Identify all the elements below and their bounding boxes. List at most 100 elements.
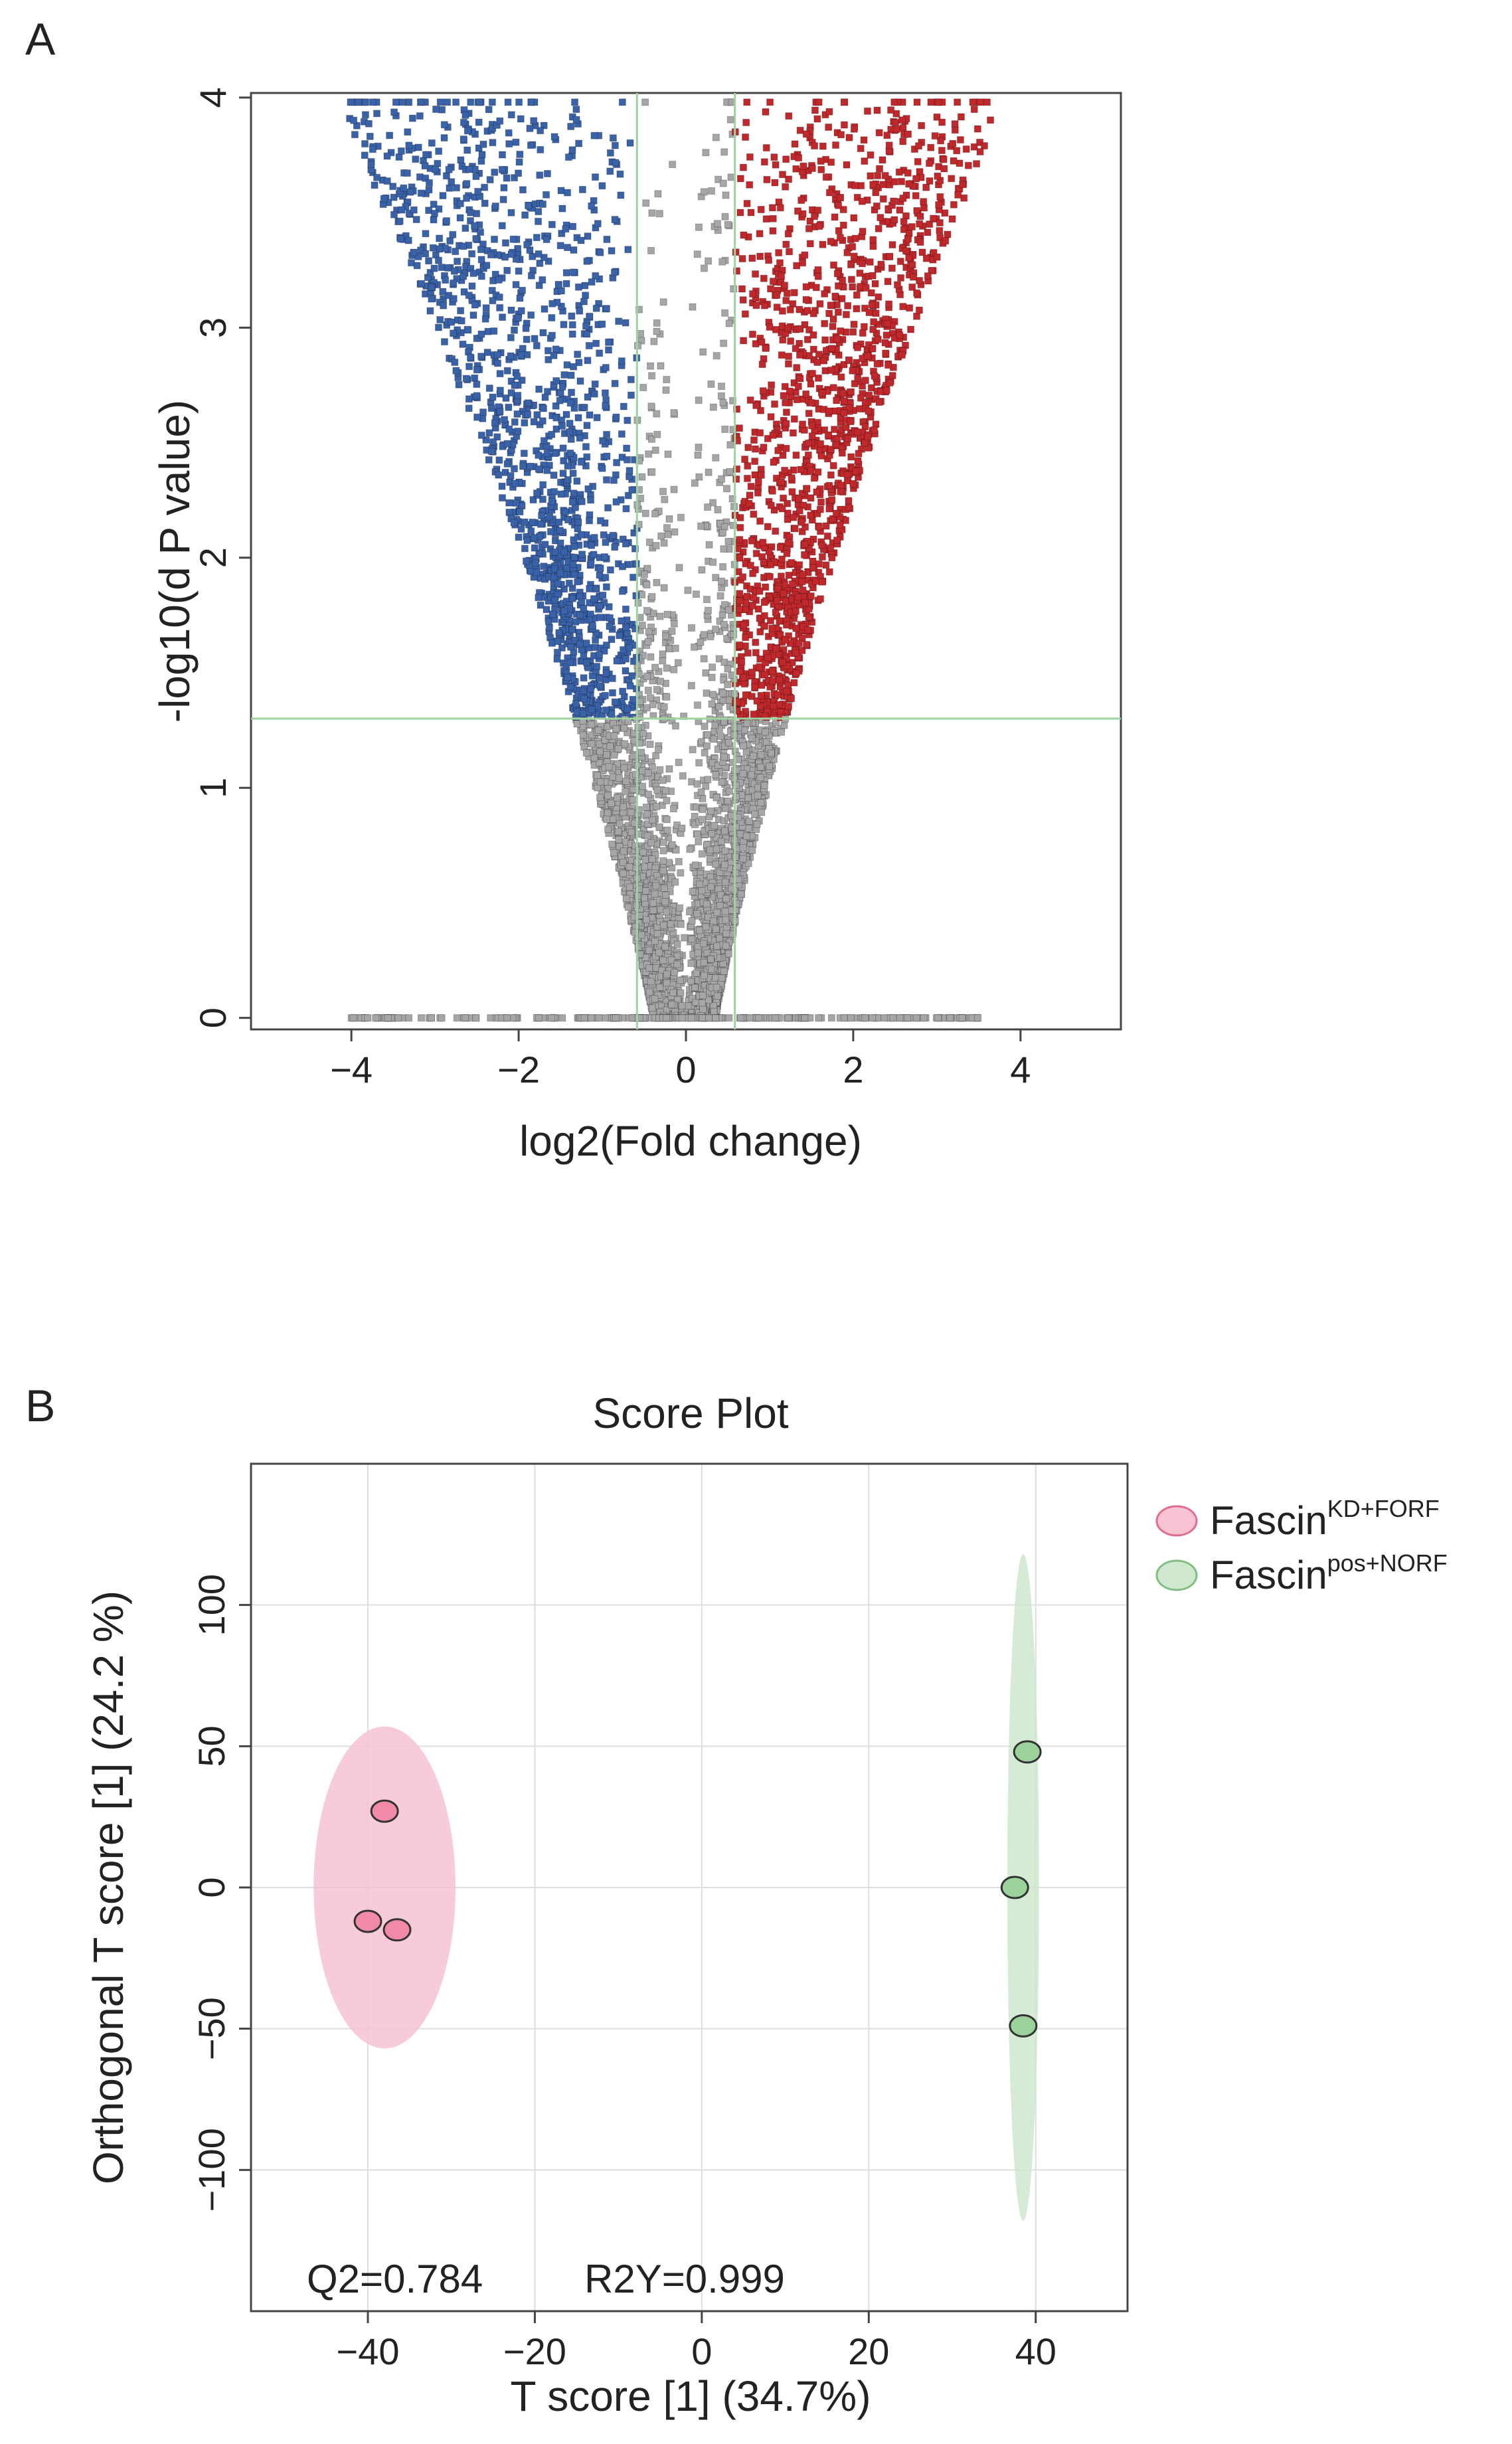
volcano-point [747,771,755,779]
volcano-point [592,272,600,280]
volcano-point [877,214,884,222]
volcano-point [398,206,406,214]
volcano-point [892,110,900,118]
volcano-point [430,216,438,224]
volcano-point [482,436,490,444]
volcano-point [719,563,727,570]
volcano-point [781,282,789,290]
volcano-point [841,517,849,525]
volcano-point [702,669,710,677]
volcano-point [695,837,703,845]
volcano-point [792,165,800,173]
volcano-point [505,499,513,507]
volcano-point [428,139,436,147]
volcano-point [781,383,789,391]
volcano-point [626,467,633,475]
volcano-point [950,201,958,209]
volcano-point [637,329,645,337]
volcano-point [693,792,701,800]
volcano-point [600,598,608,606]
volcano-point [602,583,610,591]
volcano-point [715,703,723,711]
volcano-point [611,543,619,551]
volcano-point [839,221,847,229]
volcano-point [733,405,741,413]
volcano-point [630,657,637,665]
volcano-point [867,289,875,297]
volcano-point [693,250,701,258]
volcano-point [805,224,813,232]
volcano-point [827,158,835,166]
volcano-point [561,508,569,516]
volcano-point [723,635,731,643]
volcano-point [592,339,600,347]
volcano-point [498,494,506,502]
volcano-point [873,106,881,114]
volcano-point [942,237,950,245]
volcano-point [904,169,912,177]
volcano-point [727,173,735,181]
volcano-point [677,513,685,521]
volcano-point [748,254,756,262]
volcano-point [785,175,793,183]
volcano-point [545,624,553,632]
volcano-point [752,401,760,409]
volcano-point [713,942,721,950]
volcano-point [568,321,576,329]
volcano-point [513,410,521,418]
volcano-point [727,812,735,820]
volcano-point [564,244,572,252]
volcano-point [726,116,734,124]
volcano-point [838,449,846,457]
volcano-point [936,218,944,226]
volcano-point [847,388,855,396]
volcano-point [639,384,647,392]
volcano-point [863,107,871,115]
volcano-point [485,456,493,464]
volcano-point [498,222,506,230]
volcano-point [794,383,802,391]
volcano-point [574,519,582,527]
volcano-point [779,451,787,459]
volcano-point [609,134,617,142]
volcano-point [493,359,501,367]
volcano-point [491,168,499,176]
volcano-point [436,245,444,253]
volcano-point [489,438,497,446]
volcano-point [452,184,460,192]
volcano-point [556,396,564,404]
volcano-point [572,116,580,124]
volcano-point [934,98,942,106]
volcano-point [537,145,545,153]
volcano-point [798,489,806,497]
volcano-point [747,482,755,490]
volcano-point [527,311,535,319]
volcano-point [426,307,434,315]
volcano-point [535,385,543,393]
volcano-point [656,612,664,620]
volcano-point [606,149,614,157]
volcano-point [699,806,707,814]
volcano-point [557,302,565,310]
volcano-point [687,978,695,986]
volcano-point [459,340,467,348]
volcano-point [660,584,668,592]
volcano-point [784,230,792,238]
volcano-point [713,794,720,802]
volcano-point [973,160,981,168]
volcano-point [586,599,594,607]
volcano-point [590,754,598,762]
volcano-point [566,399,574,407]
volcano-point [558,422,566,430]
volcano-point [857,394,865,402]
volcano-point [603,452,611,460]
volcano-point [843,248,851,256]
volcano-point [724,797,732,805]
volcano-point [739,742,747,750]
volcano-point [800,551,808,559]
volcano-point [898,116,906,124]
volcano-point [505,140,513,148]
volcano-point [872,189,880,197]
volcano-point [548,220,556,228]
volcano-point [584,232,592,240]
